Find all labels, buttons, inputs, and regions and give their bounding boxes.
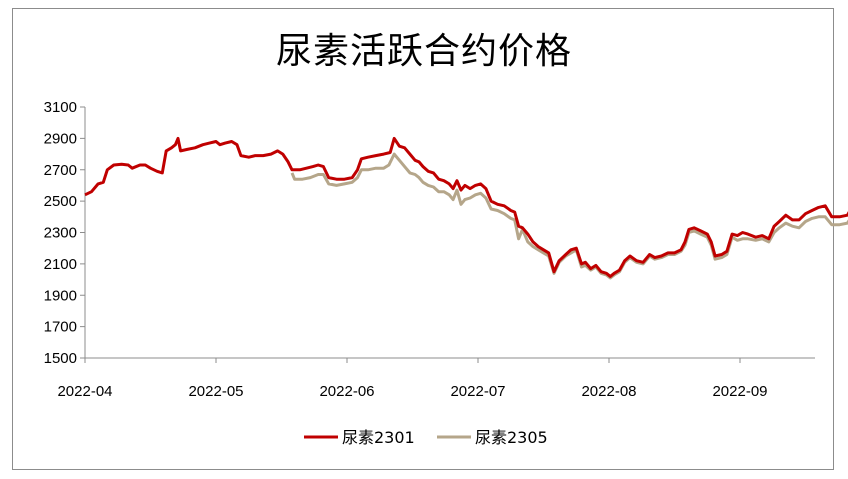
series-lines <box>84 136 848 280</box>
legend: 尿素2301 尿素2305 <box>304 428 548 447</box>
x-tick-label: 2022-06 <box>319 383 374 400</box>
y-tick-label: 2100 <box>44 256 77 273</box>
x-axis: 2022-04 2022-05 2022-06 2022-07 2022-08 2022-… <box>57 357 815 400</box>
legend-label: 尿素2305 <box>475 428 548 447</box>
y-axis: 3100 2900 2700 2500 2300 2100 1900 1700 1500 <box>44 99 86 367</box>
x-tick-label: 2022-08 <box>581 383 636 400</box>
x-tick-label: 2022-04 <box>57 383 112 400</box>
y-tick-label: 1500 <box>44 350 77 367</box>
y-tick-label: 2500 <box>44 193 77 210</box>
series-line-尿素2305 <box>290 152 848 280</box>
y-tick-label: 1900 <box>44 287 77 304</box>
legend-label: 尿素2301 <box>342 428 415 447</box>
chart-title: 尿素活跃合约价格 <box>275 31 572 72</box>
x-tick-label: 2022-07 <box>450 383 505 400</box>
y-tick-label: 2700 <box>44 162 77 179</box>
y-tick-label: 3100 <box>44 99 77 116</box>
y-tick-label: 2900 <box>44 130 77 147</box>
x-tick-label: 2022-09 <box>712 383 767 400</box>
y-tick-label: 2300 <box>44 225 77 242</box>
series-line-尿素2301 <box>84 136 848 278</box>
chart-frame <box>12 8 834 470</box>
x-tick-label: 2022-05 <box>188 383 243 400</box>
y-tick-label: 1700 <box>44 319 77 336</box>
